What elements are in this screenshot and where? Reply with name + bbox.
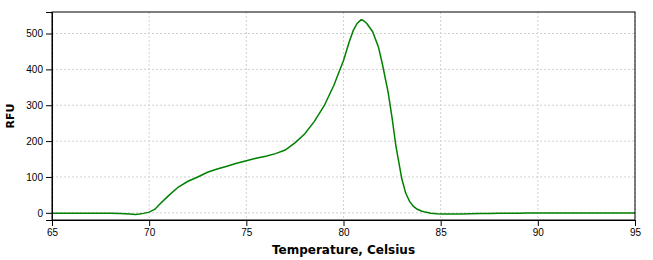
y-tick: 100 xyxy=(26,172,52,183)
y-tick-mark xyxy=(46,177,52,178)
x-tick: 65 xyxy=(47,220,59,238)
y-axis-line xyxy=(46,13,53,221)
x-axis: 65 70 75 80 85 90 95 xyxy=(47,220,642,238)
x-tick-label: 90 xyxy=(533,227,545,238)
y-tick: 300 xyxy=(26,100,52,111)
plot: 65 70 75 80 85 90 95 0 100 200 300 400 500 xyxy=(26,12,641,238)
grid-line-x xyxy=(343,12,344,220)
grid-line-x xyxy=(537,12,538,220)
y-tick-mark xyxy=(46,105,52,106)
x-tick-mark xyxy=(344,220,345,226)
y-axis: 0 100 200 300 400 500 xyxy=(26,13,52,221)
grid-line-y xyxy=(52,105,635,106)
grid-line-y xyxy=(52,176,635,177)
x-tick-label: 80 xyxy=(338,227,350,238)
grid-line-y xyxy=(52,33,635,34)
x-tick-mark xyxy=(635,220,636,226)
y-tick-mark xyxy=(46,34,52,35)
x-tick: 90 xyxy=(533,220,545,238)
x-tick: 75 xyxy=(241,220,253,238)
x-tick-mark xyxy=(149,220,150,226)
y-tick-mark xyxy=(46,69,52,70)
x-tick-label: 95 xyxy=(630,227,642,238)
x-tick: 95 xyxy=(630,220,642,238)
x-tick: 85 xyxy=(436,220,448,238)
x-tick-label: 70 xyxy=(144,227,156,238)
grid-line-y xyxy=(52,141,635,142)
x-tick-mark xyxy=(538,220,539,226)
x-tick-label: 75 xyxy=(241,227,253,238)
y-tick: 200 xyxy=(26,136,52,147)
y-tick-label: 0 xyxy=(37,208,43,219)
grid xyxy=(52,12,635,220)
y-tick: 500 xyxy=(26,28,52,39)
y-tick: 400 xyxy=(26,64,52,75)
x-tick-mark xyxy=(441,220,442,226)
y-tick-label: 300 xyxy=(26,100,43,111)
x-tick-mark xyxy=(246,220,247,226)
x-tick: 70 xyxy=(144,220,156,238)
line xyxy=(52,20,635,215)
x-axis-title: Temperature, Celsius xyxy=(272,243,415,257)
plot-frame xyxy=(52,12,635,220)
y-tick-label: 500 xyxy=(26,28,43,39)
y-axis-title: RFU xyxy=(4,104,17,129)
chart: 65 70 75 80 85 90 95 0 100 200 300 400 500 Temperatur… xyxy=(0,0,653,260)
marks xyxy=(52,20,635,215)
y-tick-label: 200 xyxy=(26,136,43,147)
x-tick-label: 85 xyxy=(436,227,448,238)
grid-line-x xyxy=(246,12,247,220)
grid-line-x xyxy=(149,12,150,220)
grid-line-y xyxy=(52,69,635,70)
x-tick-label: 65 xyxy=(47,227,59,238)
y-tick-mark xyxy=(46,141,52,142)
x-axis-line xyxy=(53,221,636,227)
y-tick: 0 xyxy=(37,208,52,219)
grid-line-x xyxy=(440,12,441,220)
y-tick-label: 400 xyxy=(26,64,43,75)
y-tick-label: 100 xyxy=(26,172,43,183)
x-tick: 80 xyxy=(338,220,350,238)
y-tick-mark xyxy=(46,213,52,214)
